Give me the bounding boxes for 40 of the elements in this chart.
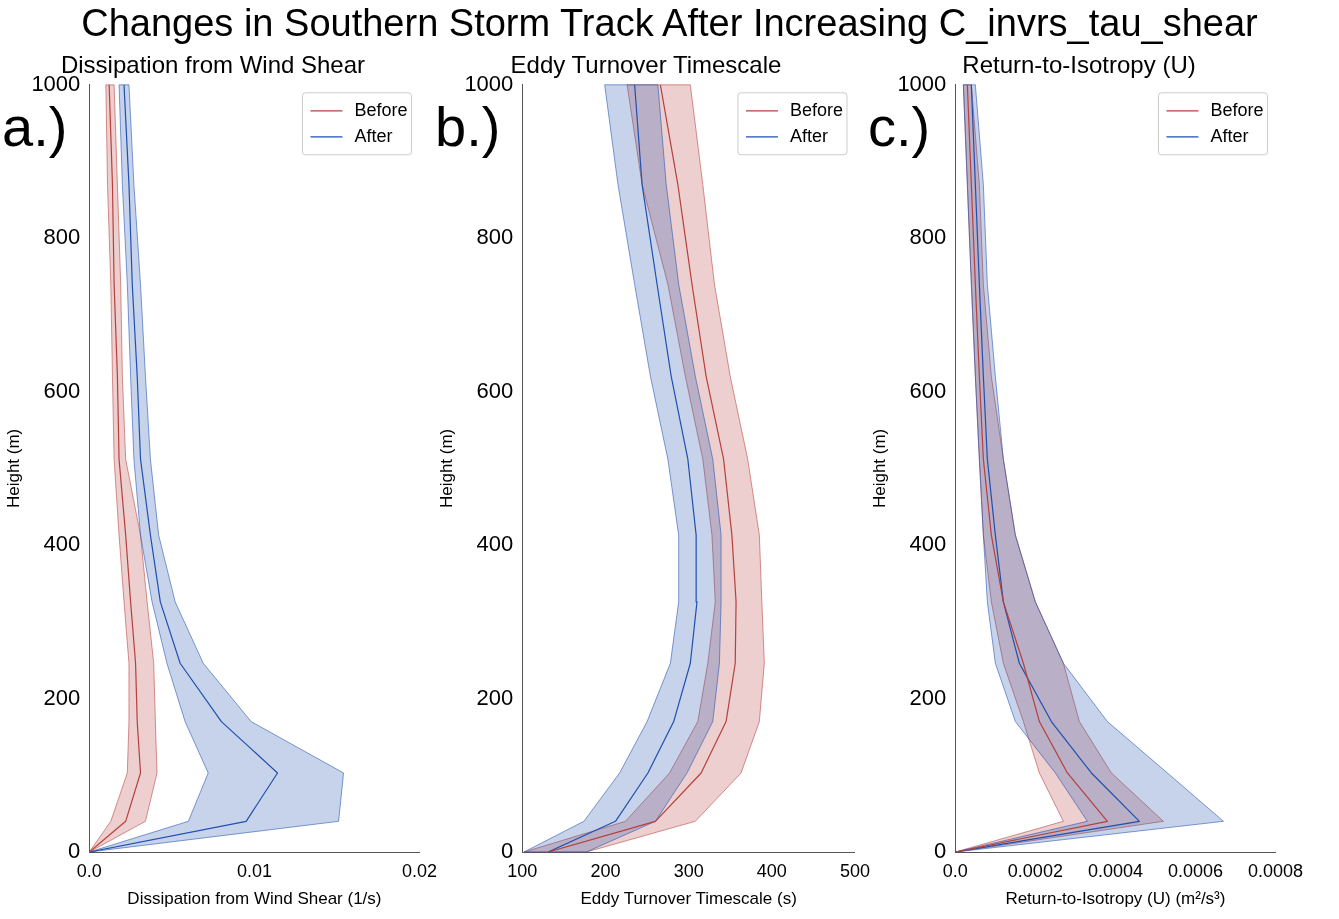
y-tick-label: 800 [909,224,947,250]
y-tick-label: 800 [43,224,81,250]
x-tick-label: 400 [756,860,787,881]
x-axis-title: Eddy Turnover Timescale (s) [580,889,797,909]
y-tick-label: 600 [43,377,81,403]
y-tick-label: 200 [476,684,514,710]
text: c.) [868,95,931,159]
y-tick-label: 800 [476,224,514,250]
legend-label: After [789,125,828,146]
x-tick-label: 200 [590,860,621,881]
y-tick-label: 1000 [897,70,947,96]
legend-label: Before [354,99,408,120]
legend-label: After [354,125,393,146]
y-tick-label: 400 [43,531,81,557]
y-axis-title: Height (m) [869,428,889,509]
x-tick-label: 0.0006 [1167,860,1223,881]
text: b.) [435,95,501,159]
x-tick-label: 500 [839,860,871,881]
legend-label: After [1210,125,1249,146]
x-tick-label: 0.0008 [1247,860,1303,881]
x-axis-title: Return-to-Isotropy (U) (m²/s³) [1005,889,1226,909]
y-tick-label: 600 [909,377,947,403]
y-tick-label: 200 [909,684,947,710]
x-tick-label: 0.0004 [1087,860,1143,881]
chart-title: Return-to-Isotropy (U) [962,51,1196,79]
x-axis-title: Dissipation from Wind Shear (1/s) [127,889,382,909]
x-tick-label: 0.02 [401,860,438,881]
y-tick-label: 600 [476,377,514,403]
x-tick-label: 0.0002 [1007,860,1063,881]
legend-label: Before [1210,99,1264,120]
text: a.) [2,95,68,159]
text: Changes in Southern Storm Track After Increasing C_invrs_tau_shear [80,2,1259,45]
y-tick-label: 400 [909,531,947,557]
y-axis-title: Height (m) [436,428,456,509]
x-tick-label: 300 [673,860,704,881]
y-tick-label: 400 [476,531,514,557]
y-axis-title: Height (m) [3,428,23,509]
legend-label: Before [789,99,843,120]
x-tick-label: 0.01 [236,860,272,881]
y-tick-label: 200 [43,684,81,710]
